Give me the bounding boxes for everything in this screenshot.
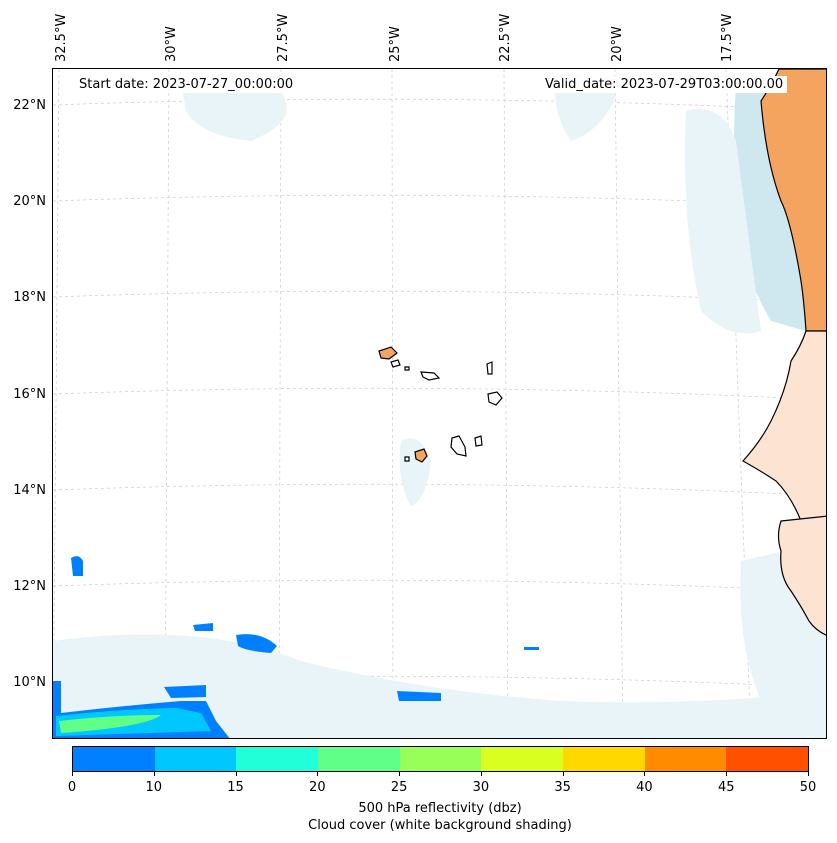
- parallel-18n: [53, 290, 826, 304]
- colorbar-tick-label: 0: [67, 780, 77, 795]
- colorbar-segment: [318, 747, 400, 771]
- lon-label-30w: 30°W: [164, 26, 179, 62]
- lon-label-17-5w: 17.5°W: [720, 13, 735, 62]
- meridian-32-5w: [53, 69, 60, 738]
- lat-label-18n: 18°N: [13, 290, 46, 305]
- colorbar-tick-label: 20: [309, 780, 326, 795]
- island-santa-luzia: [404, 366, 410, 371]
- parallel-14n: [53, 483, 826, 497]
- refl-band-high: [59, 715, 161, 733]
- colorbar-tick-label: 40: [636, 780, 653, 795]
- map-canvas: [53, 69, 826, 738]
- colorbar-segment: [399, 747, 482, 771]
- parallel-16n: [53, 387, 826, 401]
- parallel-20n: [53, 194, 826, 208]
- colorbar-label: 500 hPa reflectivity (dbz): [358, 801, 522, 816]
- land-senegal: [742, 330, 826, 522]
- colorbar-segment: [726, 747, 809, 771]
- cloud-patch-south-band: [53, 634, 826, 738]
- meridian-27-5w: [278, 69, 282, 738]
- reflectivity-colorbar: [72, 746, 809, 772]
- island-fogo: [414, 448, 428, 463]
- lon-label-32-5w: 32.5°W: [54, 13, 69, 62]
- colorbar-tick: [317, 772, 319, 776]
- lat-label-12n: 12°N: [13, 579, 46, 594]
- parallel-12n: [53, 579, 826, 593]
- colorbar-tick: [644, 772, 646, 776]
- refl-cell-6: [164, 685, 206, 698]
- island-sao-vicente: [390, 359, 401, 368]
- cloud-patch-east-faint: [685, 109, 761, 334]
- island-santiago: [450, 435, 467, 457]
- reflectivity-patches: [53, 556, 539, 738]
- island-maio: [474, 435, 483, 447]
- island-sao-nicolau: [420, 371, 441, 381]
- colorbar-tick: [153, 772, 155, 776]
- colorbar-segment: [563, 747, 645, 771]
- refl-cell-1: [71, 556, 83, 576]
- africa-landmass: [742, 69, 826, 636]
- refl-cell-3: [236, 634, 277, 653]
- lon-label-22-5w: 22.5°W: [498, 13, 513, 62]
- island-brava: [404, 456, 410, 462]
- island-boa-vista: [487, 391, 503, 406]
- meridian-20w: [614, 69, 624, 738]
- cabo-verde-islands: [378, 346, 503, 463]
- colorbar-tick-label: 15: [227, 780, 244, 795]
- valid-date-label: Valid_date: 2023-07-29T03:00:00.00: [541, 76, 788, 93]
- lat-label-22n: 22°N: [13, 98, 46, 113]
- cloud-patch-center: [399, 438, 431, 506]
- cloud-cover-shading: [53, 75, 826, 738]
- meridian-22-5w: [503, 69, 509, 738]
- lat-label-20n: 20°N: [13, 194, 46, 209]
- lon-label-20w: 20°W: [610, 26, 625, 62]
- meridian-25w: [391, 69, 394, 738]
- colorbar-tick-label: 10: [145, 780, 163, 795]
- colorbar-sublabel: Cloud cover (white background shading): [308, 818, 572, 833]
- colorbar-tick-label: 35: [554, 780, 571, 795]
- map-panel[interactable]: [52, 68, 827, 739]
- land-sahara: [760, 69, 826, 332]
- cloud-patch-north-1: [181, 77, 287, 141]
- lat-label-16n: 16°N: [13, 387, 46, 402]
- colorbar-tick: [808, 772, 809, 776]
- lat-label-14n: 14°N: [13, 483, 46, 498]
- colorbar-segment: [481, 747, 564, 771]
- colorbar-tick-label: 30: [472, 780, 490, 795]
- colorbar-segment: [644, 747, 727, 771]
- island-santo-antao: [378, 346, 398, 360]
- colorbar-tick: [726, 772, 728, 776]
- lat-label-10n: 10°N: [13, 675, 46, 690]
- island-sal: [486, 361, 493, 375]
- land-guinea: [777, 515, 826, 636]
- colorbar-segment: [154, 747, 237, 771]
- refl-cell-2: [193, 623, 213, 631]
- colorbar-tick: [399, 772, 401, 776]
- colorbar-tick-label: 45: [717, 780, 735, 795]
- meridian-30w: [164, 69, 170, 738]
- colorbar-tick: [480, 772, 482, 776]
- lon-label-27-5w: 27.5°W: [276, 13, 291, 62]
- refl-cell-4: [524, 647, 539, 650]
- colorbar-tick: [562, 772, 564, 776]
- colorbar-tick: [235, 772, 237, 776]
- parallel-22n: [53, 98, 826, 112]
- colorbar-tick: [72, 772, 73, 776]
- colorbar-tick-label: 50: [799, 780, 817, 795]
- colorbar-segment: [73, 747, 155, 771]
- refl-cell-5: [397, 691, 441, 701]
- colorbar-segment: [236, 747, 319, 771]
- lon-label-25w: 25°W: [388, 26, 403, 62]
- colorbar-tick-label: 25: [390, 780, 408, 795]
- start-date-label: Start date: 2023-07-27_00:00:00: [75, 76, 298, 93]
